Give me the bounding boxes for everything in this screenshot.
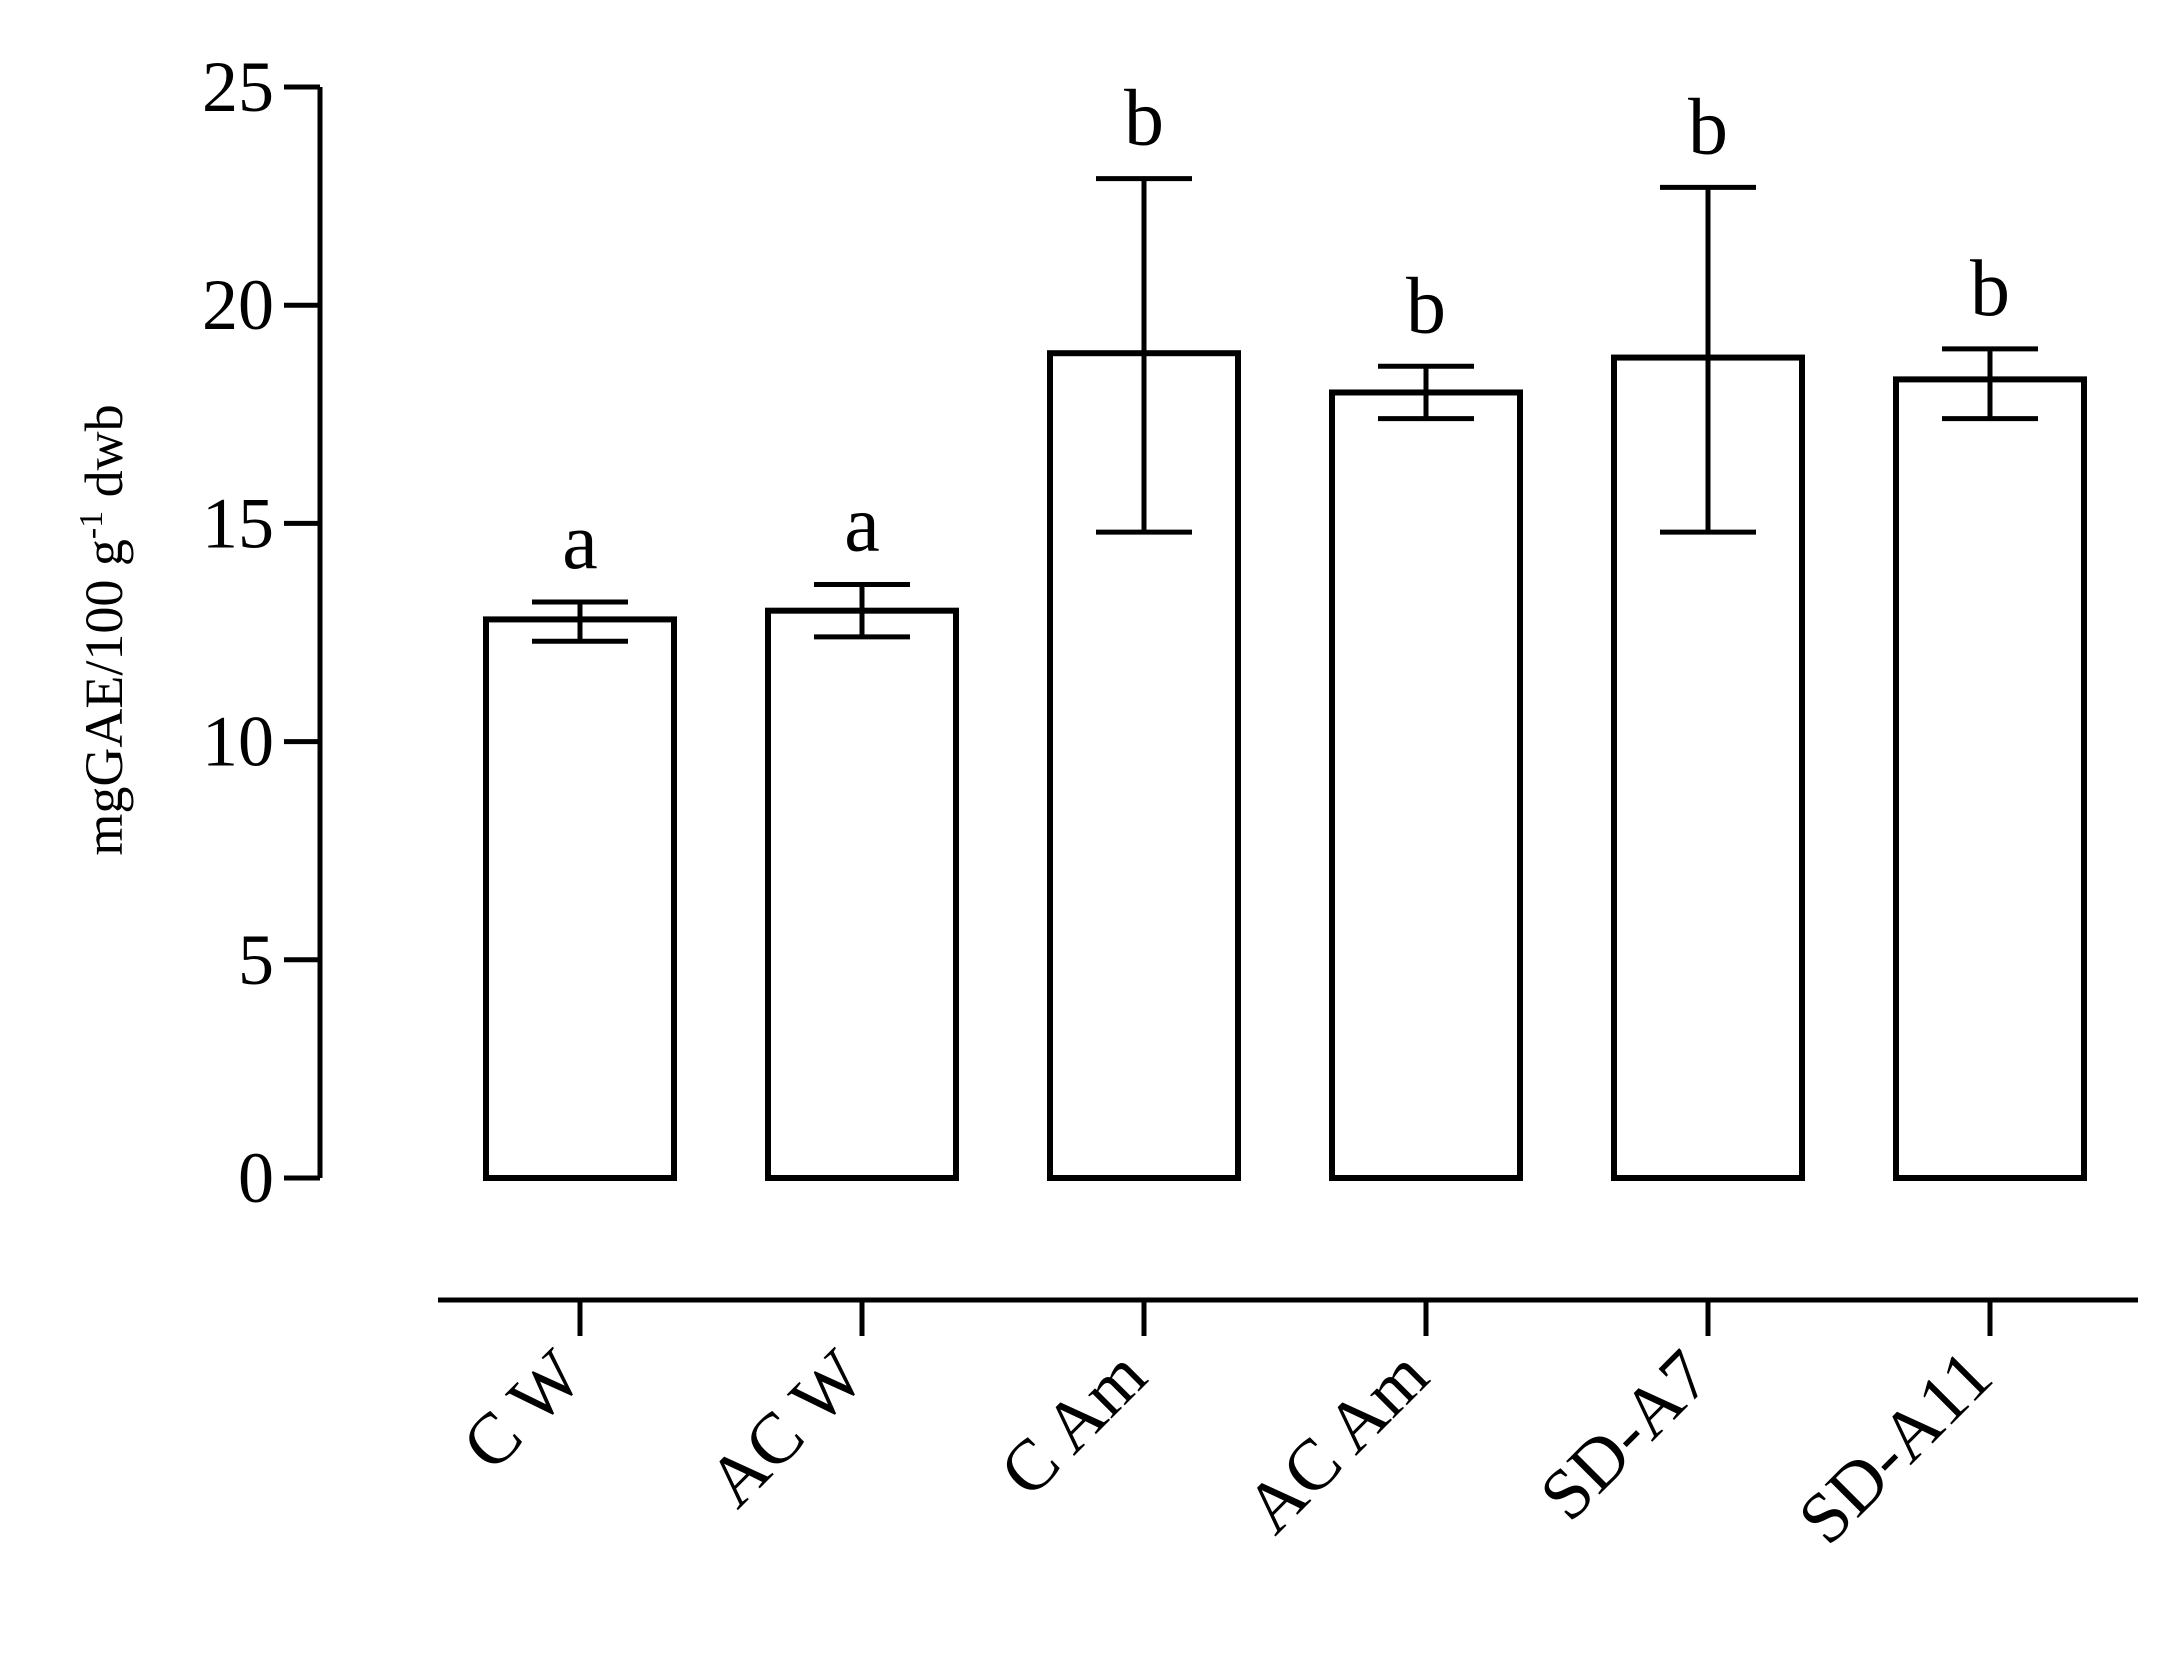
significance-label: b xyxy=(1688,83,1728,171)
y-tick-label: 10 xyxy=(202,702,274,782)
bar xyxy=(483,616,677,1181)
x-tick-label: C W xyxy=(447,1335,597,1485)
x-tick-label: AC Am xyxy=(1230,1335,1444,1549)
y-tick-label: 0 xyxy=(238,1138,274,1218)
x-tick-label: C Am xyxy=(984,1335,1161,1512)
y-tick-label: 5 xyxy=(238,920,274,1000)
y-tick-label: 20 xyxy=(202,265,274,345)
error-bar xyxy=(1942,346,2038,422)
y-axis-label-suffix: dwb xyxy=(74,404,134,511)
error-bar xyxy=(1096,176,1192,535)
y-axis-label-prefix: mgGAE/100 g xyxy=(74,539,134,856)
error-bar xyxy=(1378,363,1474,422)
y-axis-label-superscript: -1 xyxy=(73,511,110,539)
bar xyxy=(1329,389,1523,1182)
significance-labels: a a b b b b xyxy=(562,75,2010,586)
error-bar xyxy=(1660,184,1756,535)
x-tick-label: SD-A11 xyxy=(1783,1335,2007,1559)
significance-label: b xyxy=(1124,75,1164,163)
error-bar xyxy=(814,581,910,640)
bar xyxy=(765,607,959,1181)
significance-label: a xyxy=(562,498,598,586)
significance-label: b xyxy=(1970,245,2010,333)
x-tick-label: SD-A7 xyxy=(1524,1335,1725,1536)
y-tick-label: 15 xyxy=(202,483,274,563)
error-bars xyxy=(532,176,2038,644)
y-axis-label: mgGAE/100 g-1 dwb xyxy=(73,404,134,855)
x-tick-label: AC W xyxy=(692,1335,879,1522)
significance-label: b xyxy=(1406,262,1446,350)
error-bar xyxy=(532,599,628,644)
x-axis: C W AC W C Am AC Am SD-A7 SD-A11 xyxy=(438,1297,2138,1559)
y-axis: 0 5 10 15 20 25 xyxy=(202,47,323,1218)
significance-label: a xyxy=(844,480,880,568)
y-tick-label: 25 xyxy=(202,47,274,127)
bar xyxy=(1893,376,2087,1181)
bars xyxy=(483,350,2087,1182)
